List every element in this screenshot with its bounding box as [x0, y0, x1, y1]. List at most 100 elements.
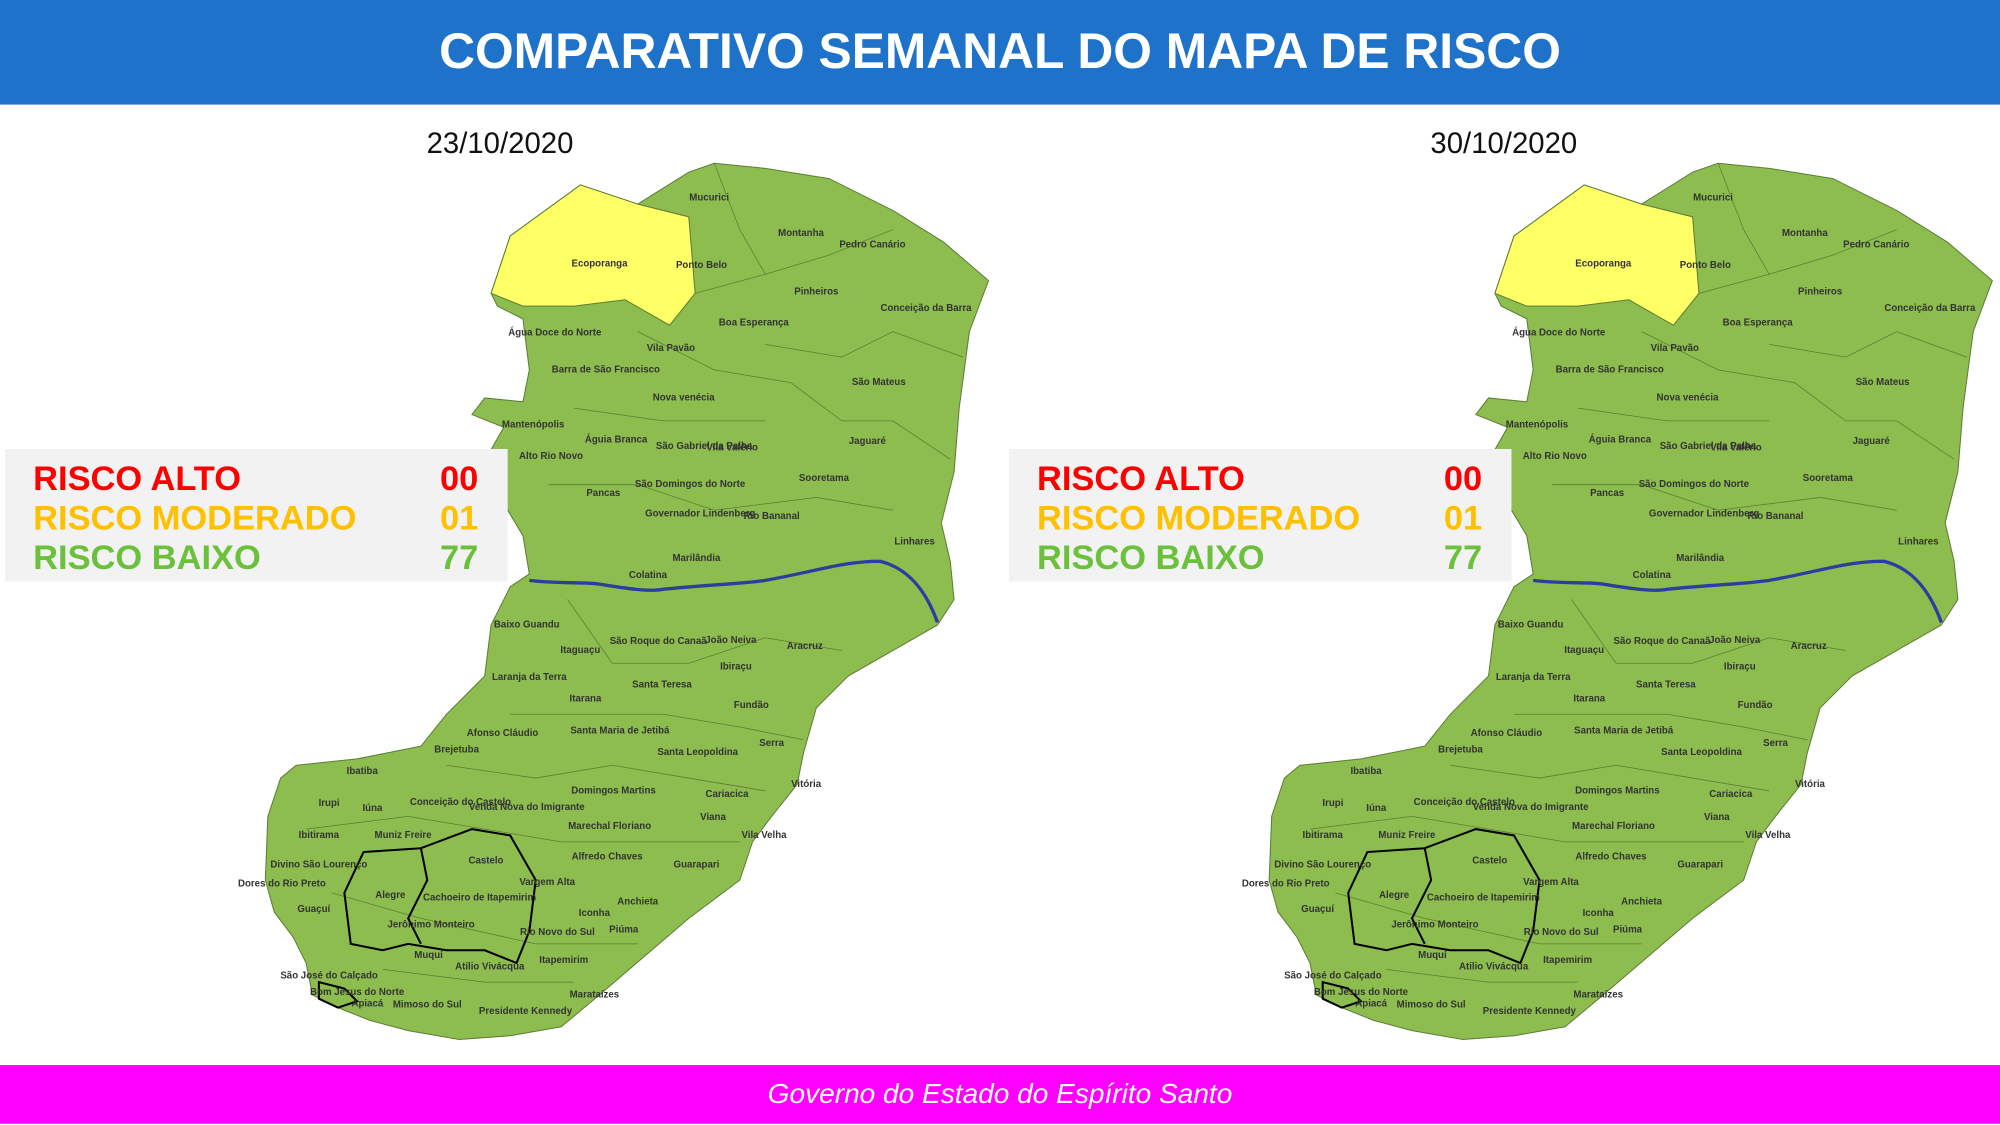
municipality-label: Itapemirim	[539, 955, 588, 966]
municipality-label: Alto Rio Novo	[519, 451, 583, 462]
municipality-label: Ponto Belo	[1680, 260, 1731, 271]
municipality-label: Guarapari	[674, 859, 720, 870]
municipality-label: Sooretama	[799, 473, 850, 484]
municipality-label: Jerônimo Monteiro	[1391, 919, 1478, 930]
municipality-label: Boa Esperança	[1723, 317, 1794, 328]
municipality-label: Vargem Alta	[1523, 877, 1579, 888]
municipality-label: Anchieta	[1621, 896, 1663, 907]
legend-label: RISCO ALTO	[1037, 460, 1245, 498]
municipality-label: Muquí	[414, 950, 443, 961]
municipality-label: Alfredo Chaves	[572, 852, 643, 863]
municipality-label: Venda Nova do Imigrante	[1473, 802, 1589, 813]
municipality-label: São Roque do Canaã	[610, 636, 708, 647]
municipality-label: Divino São Lourenço	[1274, 859, 1371, 870]
footer-band	[0, 1065, 2000, 1124]
municipality-label: Presidente Kennedy	[1483, 1006, 1577, 1017]
municipality-label: Vila Pavão	[1651, 343, 1699, 354]
municipality-label: Guarapari	[1677, 859, 1723, 870]
legend-label: RISCO BAIXO	[1037, 539, 1265, 577]
legend-count: 01	[440, 500, 478, 538]
municipality-label: Santa Maria de Jetibá	[1574, 725, 1674, 736]
municipality-label: Alegre	[375, 890, 406, 901]
municipality-label: Ecoporanga	[571, 259, 628, 270]
municipality-label: Mantenópolis	[502, 419, 564, 430]
municipality-label: Vitória	[1795, 779, 1826, 790]
municipality-label: Vila Velha	[1745, 830, 1791, 841]
municipality-label: Governador Lindenberg	[645, 509, 755, 520]
legend-count: 01	[1444, 500, 1482, 538]
municipality-label: São Gabriel da Palha	[1660, 441, 1757, 452]
municipality-label: Montanha	[778, 228, 824, 239]
header-band	[0, 0, 2000, 105]
municipality-label: Rio Bananal	[1748, 511, 1804, 522]
municipality-label: Mimoso do Sul	[1397, 1000, 1466, 1011]
municipality-label: Pinheiros	[1798, 287, 1842, 298]
municipality-label: Nova venécia	[1657, 393, 1720, 404]
municipality-label: Cachoeiro de Itapemirim	[1427, 893, 1540, 904]
municipality-label: Vila Valério	[1710, 442, 1762, 453]
municipality-label: Irupi	[1322, 798, 1343, 809]
municipality-label: Cariacica	[1709, 789, 1753, 800]
legend-count: 00	[1444, 460, 1482, 498]
municipality-label: Piúma	[1613, 924, 1643, 935]
municipality-label: Águia Branca	[1589, 435, 1652, 446]
municipality-label: São José do Calçado	[280, 970, 378, 981]
municipality-label: Alto Rio Novo	[1523, 451, 1587, 462]
municipality-label: Laranja da Terra	[492, 672, 567, 683]
municipality-label: Conceição do Castelo	[410, 797, 511, 808]
municipality-label: Mucurici	[689, 192, 729, 203]
municipality-label: Santa Maria de Jetibá	[570, 725, 670, 736]
municipality-label: Mimoso do Sul	[393, 1000, 462, 1011]
municipality-label: Alegre	[1379, 890, 1410, 901]
municipality-label: Itapemirim	[1543, 955, 1592, 966]
municipality-label: Linhares	[1898, 537, 1938, 548]
map-panel: 23/10/2020 Mucurici Montanha Pedro Canário E…	[5, 127, 991, 1042]
municipality-label: Montanha	[1782, 228, 1828, 239]
header-title: COMPARATIVO SEMANAL DO MAPA DE RISCO	[439, 23, 1561, 79]
municipality-label: Marechal Floriano	[1572, 821, 1655, 832]
municipality-label: Ibatiba	[347, 766, 379, 777]
municipality-label: Bom Jesus do Norte	[310, 987, 405, 998]
municipality-label: Viana	[700, 812, 726, 823]
municipality-label: Boa Esperança	[719, 317, 790, 328]
municipality-label: Pedro Canário	[839, 239, 905, 250]
municipality-label: Colatina	[629, 570, 668, 581]
municipality-label: Vila Valério	[706, 442, 758, 453]
municipality-label: Iconha	[579, 908, 611, 919]
legend-box	[1008, 448, 1512, 582]
municipality-label: Iúna	[1366, 803, 1387, 814]
municipality-label: Ibiraçu	[720, 662, 752, 673]
municipality-label: Marechal Floriano	[568, 821, 651, 832]
map-panel: 30/10/2020 Mucurici Montanha Pedro Canário E…	[1008, 127, 1995, 1042]
municipality-label: Rio Novo do Sul	[520, 927, 595, 938]
municipality-label: Aracruz	[1791, 641, 1827, 652]
municipality-label: Rio Bananal	[744, 511, 800, 522]
municipality-label: Vitória	[791, 779, 822, 790]
municipality-label: Marataízes	[570, 989, 620, 1000]
municipality-label: Atilio Vivácqua	[1459, 961, 1529, 972]
municipality-label: Irupi	[319, 798, 340, 809]
municipality-label: João Neiva	[1709, 635, 1761, 646]
footer-text: Governo do Estado do Espírito Santo	[768, 1078, 1233, 1109]
legend-label: RISCO ALTO	[33, 460, 241, 498]
municipality-label: Afonso Cláudio	[1471, 728, 1543, 739]
municipality-label: Guaçuí	[1301, 904, 1334, 915]
municipality-label: Pedro Canário	[1843, 239, 1909, 250]
municipality-label: Brejetuba	[1438, 745, 1483, 756]
municipality-label: Marataízes	[1573, 989, 1623, 1000]
municipality-label: João Neiva	[705, 635, 757, 646]
municipality-label: Baixo Guandu	[1498, 620, 1564, 631]
municipality-label: Linhares	[894, 537, 934, 548]
municipality-label: Muquí	[1418, 950, 1447, 961]
municipality-label: Conceição da Barra	[1884, 303, 1976, 314]
municipality-label: Nova venécia	[653, 393, 716, 404]
municipality-label: Brejetuba	[434, 745, 479, 756]
legend-count: 00	[440, 460, 478, 498]
municipality-label: Viana	[1704, 812, 1730, 823]
municipality-label: Ecoporanga	[1575, 259, 1632, 270]
municipality-label: Vila Velha	[741, 830, 787, 841]
municipality-label: Aracruz	[787, 641, 823, 652]
municipality-label: Castelo	[468, 856, 503, 867]
state-map	[263, 161, 991, 1042]
state-map	[1267, 161, 1995, 1042]
